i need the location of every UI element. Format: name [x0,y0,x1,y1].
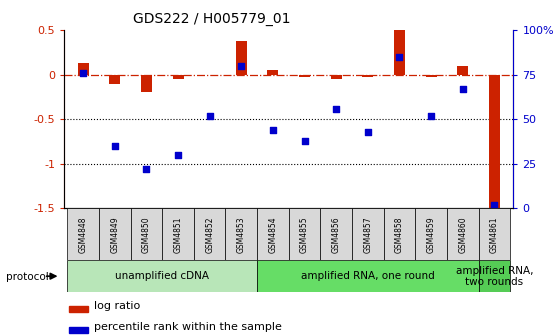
Bar [352,208,384,260]
Point [395,54,404,60]
Text: GSM4855: GSM4855 [300,216,309,253]
Point [363,129,372,134]
Bar [457,66,468,75]
Text: GDS222 / H005779_01: GDS222 / H005779_01 [133,12,291,26]
Bar [68,260,257,292]
Point [458,86,467,92]
Bar [426,75,437,77]
Text: GSM4851: GSM4851 [174,216,182,253]
Text: amplified RNA, one round: amplified RNA, one round [301,271,435,281]
Point [332,106,341,111]
Point [79,70,88,76]
Text: GSM4852: GSM4852 [205,216,214,253]
Text: GSM4860: GSM4860 [458,216,467,253]
Text: unamplified cDNA: unamplified cDNA [116,271,209,281]
Text: GSM4861: GSM4861 [490,216,499,253]
Point [174,152,182,158]
Point [237,63,246,69]
Bar [236,41,247,75]
Text: GSM4848: GSM4848 [79,216,88,253]
Text: GSM4858: GSM4858 [395,216,404,253]
Bar [479,260,510,292]
Bar [479,208,510,260]
Bar [109,75,121,84]
Bar [68,208,99,260]
Bar [257,208,289,260]
Text: percentile rank within the sample: percentile rank within the sample [94,322,282,332]
Bar [362,75,373,77]
Bar [489,75,500,208]
Point [110,143,119,149]
Text: protocol: protocol [6,271,49,282]
Bar [320,208,352,260]
Text: GSM4853: GSM4853 [237,216,246,253]
Text: GSM4854: GSM4854 [268,216,277,253]
Bar [131,208,162,260]
Point [142,166,151,172]
Bar [78,63,89,75]
Text: log ratio: log ratio [94,301,140,311]
Text: GSM4849: GSM4849 [110,216,119,253]
Text: GSM4859: GSM4859 [427,216,436,253]
Point [490,202,499,207]
Bar [172,75,184,79]
Bar [162,208,194,260]
Bar [69,306,88,312]
Bar [289,208,320,260]
Bar [257,260,479,292]
Bar [267,70,278,75]
Text: GSM4856: GSM4856 [331,216,341,253]
Point [427,113,436,118]
Bar [447,208,479,260]
Bar [394,30,405,75]
Bar [415,208,447,260]
Bar [99,208,131,260]
Point [205,113,214,118]
Text: amplified RNA,
two rounds: amplified RNA, two rounds [456,265,533,287]
Bar [299,75,310,77]
Bar [331,75,341,79]
Text: GSM4857: GSM4857 [363,216,372,253]
Point [300,138,309,143]
Text: GSM4850: GSM4850 [142,216,151,253]
Bar [141,75,152,92]
Point [268,127,277,133]
Bar [225,208,257,260]
Bar [69,327,88,333]
Bar [384,208,415,260]
Bar [194,208,225,260]
